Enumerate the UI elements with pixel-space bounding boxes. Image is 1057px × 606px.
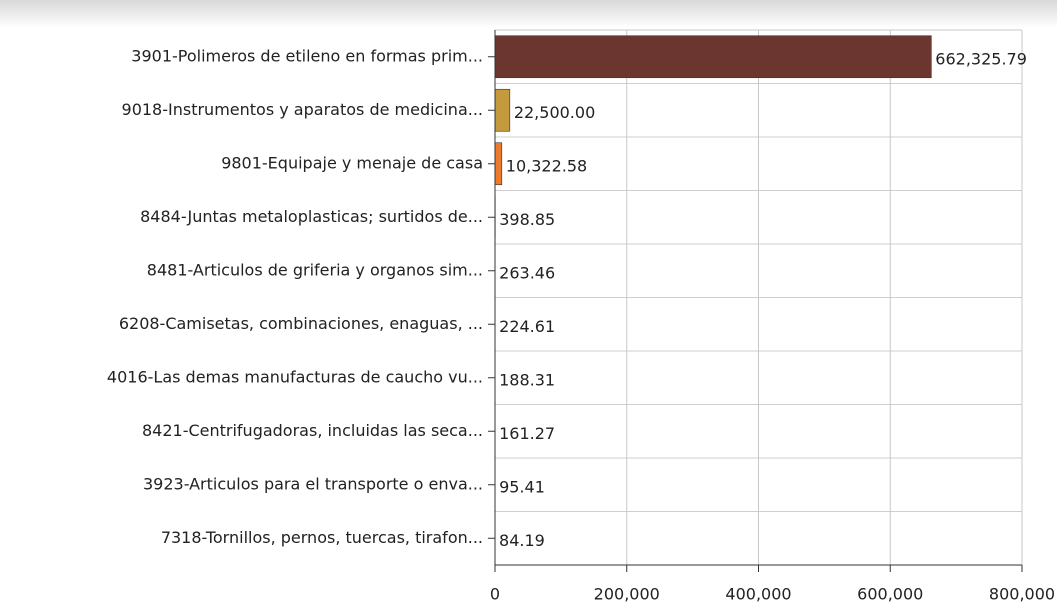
value-label: 662,325.79 [935,49,1027,68]
value-label: 263.46 [499,263,555,282]
y-tick-label: 9801-Equipaje y menaje de casa [221,153,483,172]
x-tick-label: 800,000 [989,585,1055,604]
y-tick-label: 8481-Articulos de griferia y organos sim… [147,260,483,279]
y-tick-label: 3923-Articulos para el transporte o enva… [143,474,483,493]
y-tick-label: 6208-Camisetas, combinaciones, enaguas, … [119,314,483,333]
value-label: 398.85 [499,210,555,229]
bar [494,35,932,79]
x-tick-label: 400,000 [725,585,791,604]
value-label: 188.31 [499,370,555,389]
y-tick-label: 9018-Instrumentos y aparatos de medicina… [122,100,483,119]
bar [494,142,503,186]
y-tick-label: 3901-Polimeros de etileno en formas prim… [131,46,483,65]
value-label: 224.61 [499,317,555,336]
x-tick-label: 0 [490,585,500,604]
x-tick-label: 600,000 [857,585,923,604]
y-tick-label: 4016-Las demas manufacturas de caucho vu… [107,367,483,386]
value-label: 84.19 [499,531,545,550]
bar [494,88,511,132]
y-tick-label: 7318-Tornillos, pernos, tuercas, tirafon… [161,528,483,547]
y-tick-label: 8484-Juntas metaloplasticas; surtidos de… [140,207,483,226]
value-label: 22,500.00 [514,103,595,122]
value-label: 161.27 [499,424,555,443]
value-label: 95.41 [499,477,545,496]
value-label: 10,322.58 [506,156,587,175]
top-shade [0,0,1057,28]
y-tick-label: 8421-Centrifugadoras, incluidas las seca… [142,421,483,440]
x-tick-label: 200,000 [594,585,660,604]
